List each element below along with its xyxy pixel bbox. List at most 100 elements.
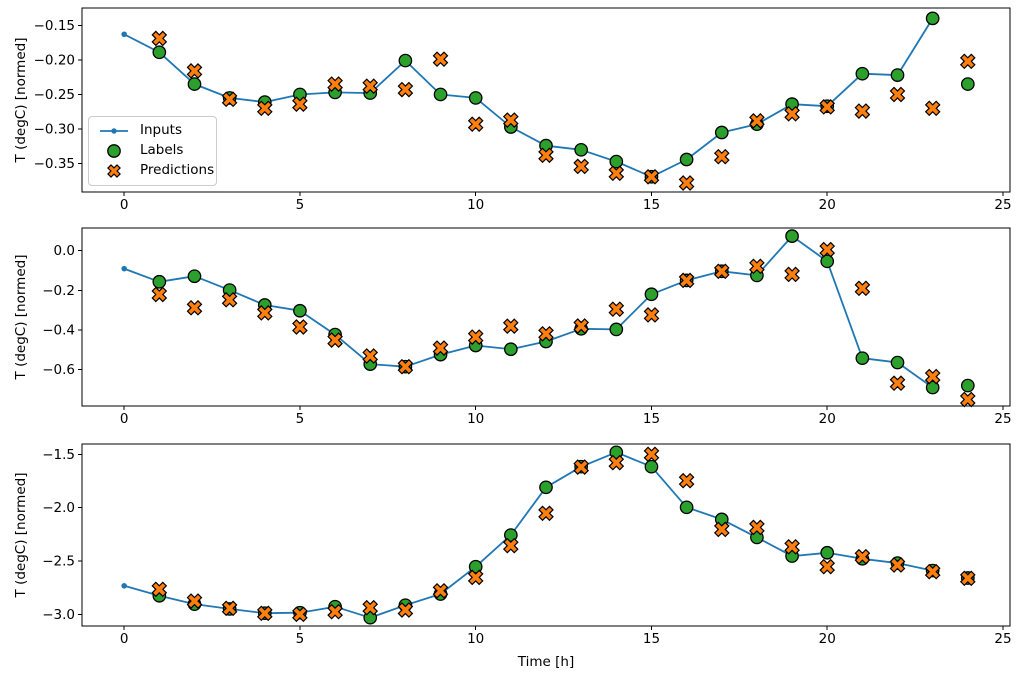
prediction-marker (292, 606, 308, 623)
y-tick-label: −1.5 (42, 447, 75, 463)
label-marker (890, 355, 905, 370)
subplot-1-ylabel: T (degC) [normed] (13, 37, 29, 163)
label-marker (539, 480, 553, 495)
prediction-marker (432, 582, 449, 599)
label-marker (820, 545, 835, 560)
x-tick-label: 10 (467, 197, 484, 213)
label-marker (785, 229, 799, 243)
label-marker (503, 342, 518, 357)
legend-x-marker (107, 164, 121, 178)
y-tick-label: −0.30 (34, 122, 75, 138)
prediction-marker (327, 76, 343, 92)
prediction-marker (819, 558, 836, 575)
inputs-line-icon (100, 128, 128, 134)
inputs-line (123, 451, 933, 619)
legend-item-labels: Labels (98, 143, 207, 159)
prediction-marker (924, 563, 941, 580)
legend: Inputs Labels Predictions (88, 116, 217, 186)
label-marker (855, 66, 870, 81)
prediction-marker (749, 258, 765, 275)
x-tick-label: 25 (994, 631, 1011, 647)
prediction-marker (256, 305, 273, 321)
prediction-marker (959, 391, 976, 408)
y-tick-label: −0.6 (42, 362, 75, 378)
subplot-3-frame (81, 443, 1011, 627)
label-marker (820, 254, 835, 269)
prediction-marker (256, 605, 273, 622)
label-marker (925, 11, 940, 26)
prediction-marker (221, 91, 238, 108)
x-tick-label: 5 (296, 197, 305, 213)
prediction-marker (327, 603, 343, 620)
label-marker (714, 125, 729, 140)
subplot-1: 0 5 10 15 20 25 −0.15 −0.20 −0.25 −0.30 −0.35 (34, 7, 1012, 213)
prediction-marker (854, 280, 871, 297)
prediction-marker (362, 78, 379, 95)
subplot-1-frame (81, 7, 1011, 193)
prediction-marker (151, 286, 168, 303)
prediction-marker (186, 593, 203, 609)
x-tick-label: 5 (296, 631, 305, 647)
prediction-marker (362, 348, 379, 364)
label-marker (152, 274, 167, 289)
prediction-marker (467, 116, 484, 133)
prediction-marker (186, 299, 203, 316)
x-tick-label: 0 (120, 411, 129, 427)
prediction-marker (573, 459, 590, 475)
prediction-marker (643, 446, 660, 463)
prediction-marker (678, 272, 695, 289)
prediction-marker (467, 329, 484, 345)
prediction-marker (432, 51, 449, 68)
prediction-marker (397, 602, 414, 618)
prediction-marker (256, 100, 273, 117)
prediction-marker (221, 600, 238, 617)
prediction-marker (784, 266, 800, 283)
prediction-marker (573, 158, 590, 175)
y-tick-label: −2.5 (42, 553, 75, 569)
prediction-marker (784, 105, 800, 122)
y-tick-label: −3.0 (42, 607, 75, 623)
prediction-marker (502, 318, 519, 335)
x-tick-label: 15 (643, 631, 660, 647)
prediction-marker (397, 81, 414, 98)
prediction-marker (784, 538, 800, 555)
label-marker (609, 322, 624, 337)
prediction-marker (959, 570, 976, 587)
x-tick-label: 0 (120, 197, 129, 213)
label-marker (574, 142, 589, 157)
subplot-3: 0 5 10 15 20 25 −1.5 −2.0 −2.5 −3.0 (42, 443, 1012, 647)
prediction-marker (502, 112, 519, 128)
x-tick-label: 10 (467, 411, 484, 427)
legend-label-labels: Labels (140, 142, 184, 159)
prediction-marker (924, 100, 941, 117)
y-tick-label: −0.35 (34, 156, 75, 172)
prediction-marker (819, 99, 836, 115)
legend-circle (107, 144, 121, 158)
prediction-marker (502, 537, 519, 554)
prediction-marker (608, 165, 625, 182)
prediction-marker (538, 325, 554, 342)
prediction-marker (608, 454, 625, 471)
label-marker (433, 87, 448, 102)
inputs-line (123, 235, 934, 389)
label-marker (925, 380, 940, 395)
label-marker (960, 77, 975, 91)
legend-item-predictions: Predictions (98, 163, 214, 179)
prediction-marker (292, 96, 308, 113)
y-tick-label: −0.2 (42, 283, 75, 299)
label-marker (679, 500, 694, 515)
label-marker (855, 351, 870, 366)
x-tick-label: 15 (643, 197, 660, 213)
label-marker (503, 528, 518, 542)
prediction-marker (643, 168, 660, 185)
label-marker (398, 53, 413, 68)
prediction-marker (678, 175, 695, 191)
inputs-dot (121, 265, 127, 272)
prediction-marker (749, 519, 765, 536)
subplot-3-ylabel: T (degC) [normed] (13, 472, 29, 598)
label-marker (890, 68, 905, 82)
prediction-marker (819, 241, 836, 258)
subplot-2: 0 5 10 15 20 25 0.0 −0.2 −0.4 −0.6 (42, 227, 1012, 427)
prediction-marker (713, 148, 730, 165)
